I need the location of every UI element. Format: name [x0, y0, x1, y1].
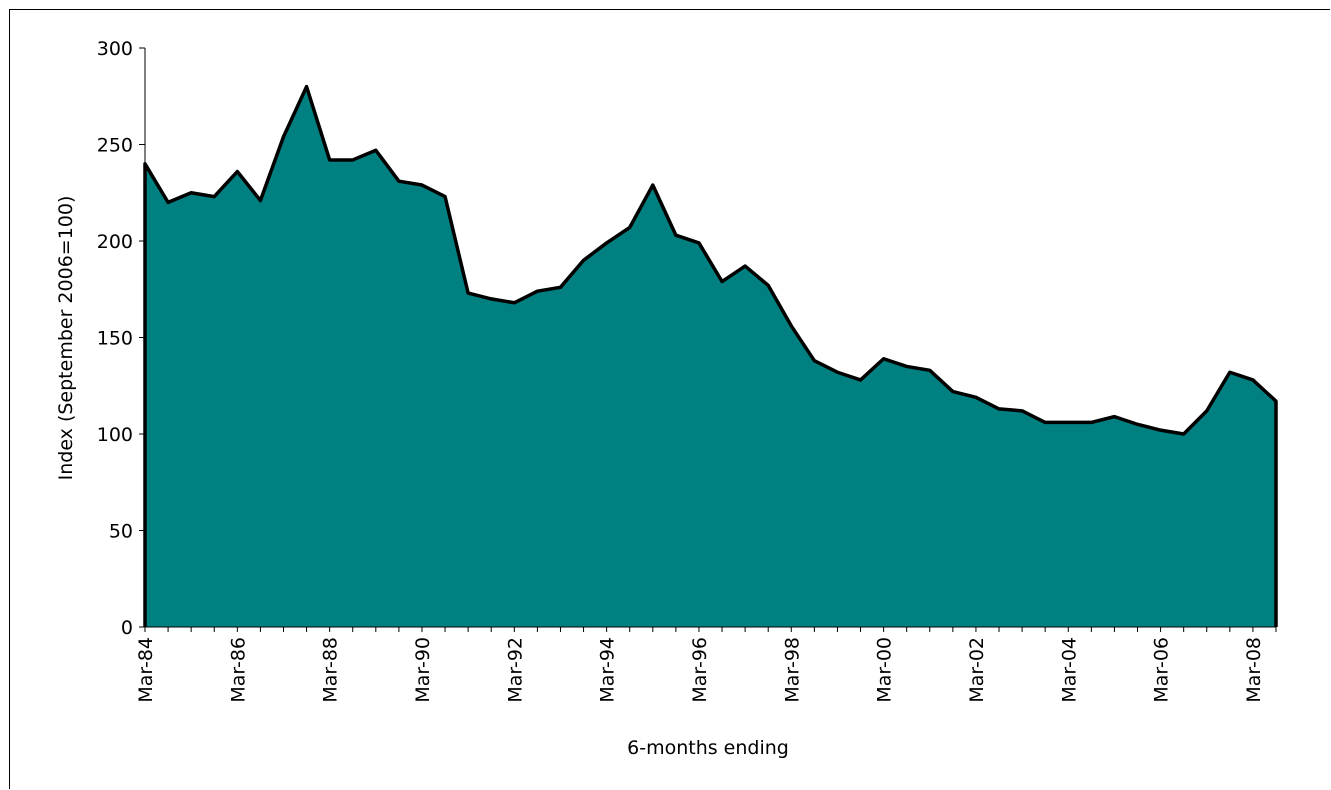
- series-area-fill: [145, 86, 1276, 628]
- x-tick-label: Mar-90: [412, 637, 434, 703]
- x-axis-title: 6-months ending: [627, 737, 789, 759]
- plot-area: [143, 84, 1278, 628]
- x-tick-label: Mar-86: [227, 637, 249, 703]
- y-tick-label: 200: [97, 231, 133, 253]
- x-tick-label: Mar-94: [597, 637, 619, 703]
- axes: 0 50 100 150 200 250 300 Mar-84 Mar-86 Mar-88 Mar-…: [97, 38, 1277, 703]
- y-tick-label: 50: [109, 521, 133, 543]
- x-tick-label: Mar-06: [1151, 637, 1173, 703]
- x-tick-label: Mar-00: [874, 637, 896, 703]
- y-tick-label: 300: [97, 38, 133, 60]
- x-tick-label: Mar-02: [966, 637, 988, 703]
- x-tick-label: Mar-88: [320, 637, 342, 703]
- y-tick-label: 250: [97, 135, 133, 157]
- chart-frame: [9, 9, 1330, 789]
- y-axis-title: Index (September 2006=100): [55, 196, 77, 481]
- x-tick-label: Mar-96: [689, 637, 711, 703]
- x-tick-label: Mar-04: [1058, 637, 1080, 703]
- y-tick-label: 100: [97, 424, 133, 446]
- x-tick-label: Mar-92: [504, 637, 526, 703]
- x-tick-label: Mar-08: [1243, 637, 1265, 703]
- x-tick-label: Mar-98: [781, 637, 803, 703]
- y-tick-label: 0: [121, 617, 133, 639]
- series-outline: [143, 84, 1278, 627]
- y-tick-label: 150: [97, 328, 133, 350]
- x-tick-label: Mar-84: [135, 637, 157, 703]
